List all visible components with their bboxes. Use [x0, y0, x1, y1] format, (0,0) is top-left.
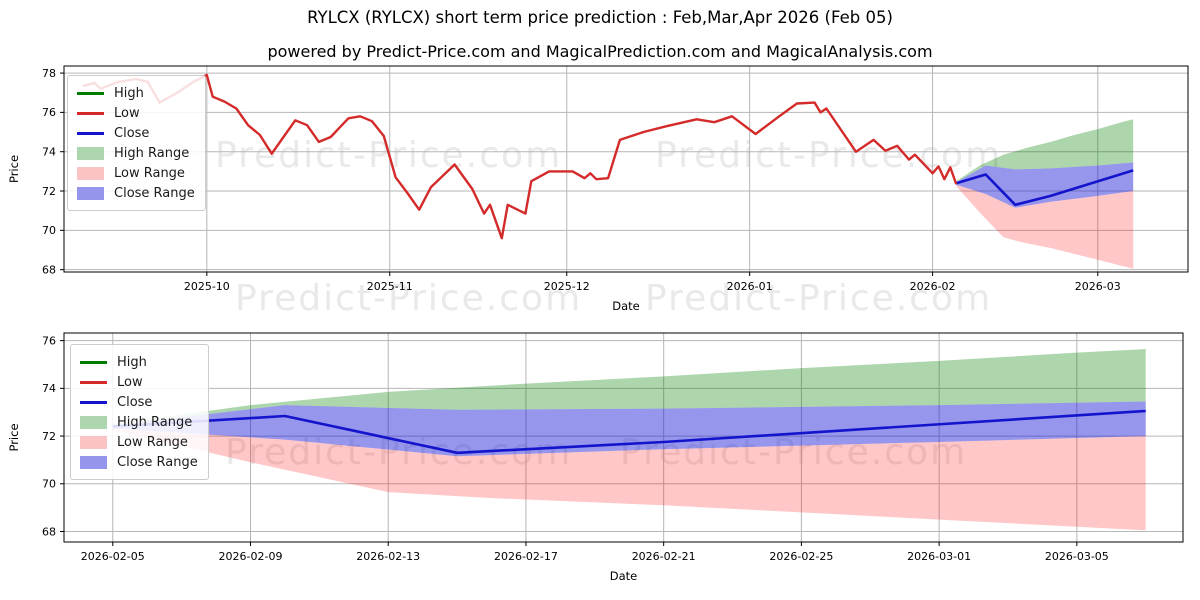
- legend-main: High Low Close High Range Low Range Clos…: [67, 75, 206, 211]
- legend-item-low: Low: [77, 103, 195, 123]
- low-range-swatch: [77, 166, 104, 180]
- x-tick-label: 2026-03-05: [1045, 550, 1109, 563]
- legend-label: Close: [114, 125, 150, 141]
- legend-item-low-range: Low Range: [77, 163, 195, 183]
- price-chart-main: Predict-Price.com Predict-Price.com 2025-1…: [7, 65, 1189, 313]
- y-tick-label: 70: [42, 478, 56, 491]
- low-line-swatch: [77, 111, 104, 115]
- high-line-swatch: [80, 360, 107, 364]
- low-history-line: [82, 73, 958, 240]
- chart-subtitle: powered by Predict-Price.com and Magical…: [267, 42, 933, 61]
- legend-item-close-range: Close Range: [77, 183, 195, 203]
- watermark-text: Predict-Price.com: [620, 432, 967, 473]
- watermark-text: Predict-Price.com: [645, 278, 993, 319]
- x-tick-label: 2025-10: [184, 280, 230, 293]
- y-tick-label: 72: [42, 430, 56, 443]
- plot-border: [63, 332, 1184, 543]
- legend-label: Low: [114, 105, 140, 121]
- y-tick-label: 70: [42, 224, 56, 237]
- x-tick-label: 2026-03: [1075, 280, 1121, 293]
- close-line-swatch: [77, 131, 104, 135]
- legend-label: Low Range: [114, 165, 185, 181]
- x-axis-label: Date: [610, 569, 638, 583]
- y-axis-label: Price: [7, 155, 21, 183]
- x-tick-label: 2026-02-21: [632, 550, 696, 563]
- close-range-swatch: [77, 186, 104, 200]
- plot-background: [64, 66, 1188, 272]
- close-line-swatch: [80, 400, 107, 404]
- plot-main: Predict-Price.com Predict-Price.com 2025-1…: [7, 65, 1189, 313]
- legend-item-low-range: Low Range: [80, 432, 198, 452]
- y-tick-label: 76: [42, 106, 56, 119]
- close-range-swatch: [80, 455, 107, 469]
- legend-label: Close: [117, 394, 153, 410]
- close-range-band: [112, 401, 1146, 457]
- x-tick-label: 2026-02-25: [769, 550, 833, 563]
- x-tick-label: 2026-03-01: [907, 550, 971, 563]
- y-axis-label: Price: [7, 423, 21, 451]
- x-tick-label: 2026-02-09: [219, 550, 283, 563]
- x-tick-label: 2025-12: [544, 280, 590, 293]
- plot-forecast: Predict-Price.comPredict-Price.com2026-0…: [7, 332, 1184, 583]
- legend-item-high-range: High Range: [77, 143, 195, 163]
- watermark-text: Predict-Price.com: [655, 135, 1002, 176]
- y-tick-label: 76: [42, 334, 56, 347]
- legend-label: Low: [117, 374, 143, 390]
- low-range-band: [112, 428, 1146, 531]
- y-tick-label: 74: [42, 382, 56, 395]
- low-range-band: [956, 184, 1134, 269]
- legend-label: Low Range: [117, 434, 188, 450]
- x-axis-label: Date: [612, 299, 640, 313]
- legend-label: High Range: [117, 414, 193, 430]
- x-tick-label: 2026-02-17: [494, 550, 558, 563]
- x-tick-label: 2026-02-05: [81, 550, 145, 563]
- x-tick-label: 2026-02: [910, 280, 956, 293]
- y-tick-label: 68: [42, 263, 56, 276]
- y-tick-label: 72: [42, 185, 56, 198]
- watermark-text: Predict-Price.com: [215, 135, 562, 176]
- legend-item-low: Low: [80, 372, 198, 392]
- legend-label: High: [114, 85, 144, 101]
- legend-label: High Range: [114, 145, 190, 161]
- price-chart-forecast: Predict-Price.comPredict-Price.com2026-0…: [7, 332, 1184, 583]
- plot-border: [63, 65, 1189, 273]
- x-tick-label: 2025-11: [367, 280, 413, 293]
- legend-label: High: [117, 354, 147, 370]
- x-tick-label: 2026-01: [727, 280, 773, 293]
- legend-forecast: High Low Close High Range Low Range Clos…: [70, 344, 209, 480]
- high-range-band: [956, 119, 1134, 183]
- close-prediction-line: [112, 409, 1146, 455]
- legend-item-close: Close: [77, 123, 195, 143]
- low-range-swatch: [80, 435, 107, 449]
- low-line-swatch: [80, 380, 107, 384]
- watermark-text: Predict-Price.com: [235, 278, 583, 319]
- high-line-swatch: [77, 91, 104, 95]
- high-range-swatch: [77, 146, 104, 160]
- legend-item-close-range: Close Range: [80, 452, 198, 472]
- legend-item-close: Close: [80, 392, 198, 412]
- legend-label: Close Range: [114, 185, 195, 201]
- close-range-band: [956, 162, 1134, 208]
- high-range-band: [112, 349, 1146, 426]
- chart-title: RYLCX (RYLCX) short term price predictio…: [307, 8, 893, 27]
- y-tick-label: 68: [42, 525, 56, 538]
- y-tick-label: 74: [42, 146, 56, 159]
- legend-item-high: High: [77, 83, 195, 103]
- high-range-swatch: [80, 415, 107, 429]
- legend-item-high-range: High Range: [80, 412, 198, 432]
- y-tick-label: 78: [42, 67, 56, 80]
- x-tick-label: 2026-02-13: [356, 550, 420, 563]
- legend-label: Close Range: [117, 454, 198, 470]
- legend-item-high: High: [80, 352, 198, 372]
- close-prediction-line: [955, 169, 1134, 207]
